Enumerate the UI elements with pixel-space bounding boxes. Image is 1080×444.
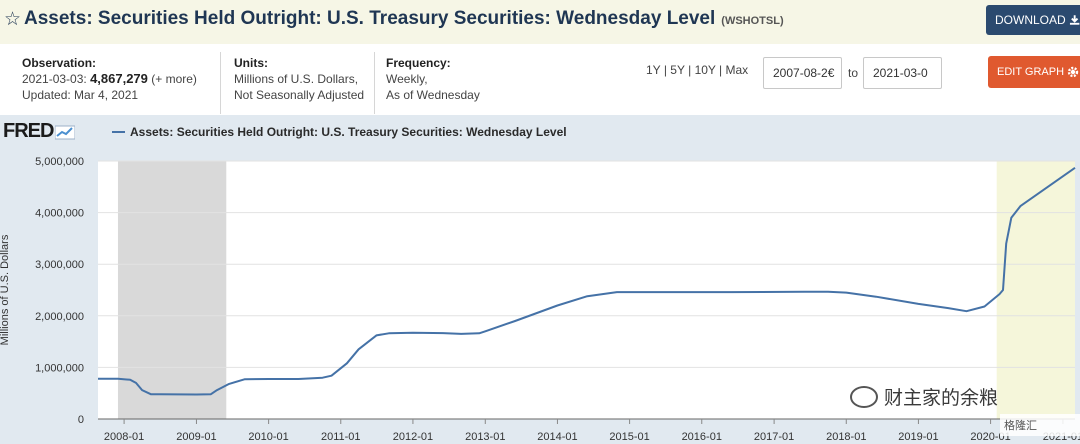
y-tick-label: 0	[78, 414, 84, 426]
observation-line: 2021-03-03: 4,867,279 (+ more)	[22, 71, 197, 87]
start-date-input[interactable]	[763, 57, 842, 89]
watermark: 财主家的余粮	[850, 383, 998, 410]
legend-swatch	[112, 131, 125, 133]
plot-background	[98, 161, 1075, 419]
observation-more-link[interactable]: (+ more)	[151, 72, 197, 86]
to-label: to	[848, 66, 859, 80]
frequency-label: Frequency:	[386, 56, 451, 70]
download-label: DOWNLOAD	[995, 13, 1066, 27]
observation-value: 4,867,279	[90, 71, 148, 86]
units-line2: Not Seasonally Adjusted	[234, 88, 365, 102]
fred-logo-text: FRED	[3, 120, 54, 142]
legend-label: Assets: Securities Held Outright: U.S. T…	[130, 125, 567, 139]
corner-logo-text: 格隆汇	[1004, 420, 1037, 432]
x-tick-label: 2016-01	[682, 431, 722, 443]
watermark-text: 财主家的余粮	[884, 388, 999, 409]
x-tick-label: 2010-01	[248, 431, 288, 443]
x-tick-label: 2019-01	[898, 431, 938, 443]
series-id: (WSHOTSL)	[721, 15, 784, 27]
range-10y[interactable]: 10Y	[694, 63, 716, 77]
observation-label: Observation:	[22, 56, 97, 70]
page-title: Assets: Securities Held Outright: U.S. T…	[24, 8, 784, 30]
download-icon	[1069, 15, 1080, 25]
range-max[interactable]: Max	[725, 63, 749, 77]
series-title: Assets: Securities Held Outright: U.S. T…	[24, 8, 716, 29]
frequency-line1: Weekly,	[386, 72, 428, 86]
x-tick-label: 2017-01	[754, 431, 794, 443]
gear-icon	[1067, 66, 1079, 78]
x-tick-label: 2013-01	[465, 431, 505, 443]
frequency-block: Frequency: Weekly, As of Wednesday	[386, 55, 480, 103]
range-separator: |	[719, 63, 723, 77]
observation-block: Observation: 2021-03-03: 4,867,279 (+ mo…	[22, 55, 197, 103]
corner-logo: 格隆汇	[1000, 414, 1080, 436]
range-5y[interactable]: 5Y	[670, 63, 685, 77]
y-tick-label: 4,000,000	[35, 208, 84, 220]
title-bar	[0, 0, 1080, 44]
download-button[interactable]: DOWNLOAD	[986, 5, 1080, 35]
x-tick-label: 2012-01	[393, 431, 433, 443]
range-separator: |	[663, 63, 667, 77]
x-tick-label: 2014-01	[537, 431, 577, 443]
units-block: Units: Millions of U.S. Dollars, Not Sea…	[234, 55, 364, 103]
units-label: Units:	[234, 56, 268, 70]
units-line1: Millions of U.S. Dollars,	[234, 72, 359, 86]
y-tick-label: 2,000,000	[35, 311, 84, 323]
fred-logo: FRED	[3, 120, 76, 143]
range-1y[interactable]: 1Y	[646, 63, 661, 77]
series-line	[98, 166, 1076, 396]
observation-date: 2021-03-03:	[22, 72, 87, 86]
x-tick-label: 2018-01	[826, 431, 866, 443]
x-tick-label: 2008-01	[104, 431, 144, 443]
legend: Assets: Securities Held Outright: U.S. T…	[112, 125, 567, 139]
star-icon[interactable]: ☆	[4, 9, 22, 30]
fred-chart-icon	[55, 125, 76, 139]
y-tick-label: 1,000,000	[35, 362, 84, 374]
x-tick-label: 2009-01	[176, 431, 216, 443]
x-tick-label: 2011-01	[321, 431, 361, 443]
wechat-icon	[850, 385, 878, 408]
end-date-input[interactable]	[863, 57, 942, 89]
updated-text: Updated: Mar 4, 2021	[22, 88, 139, 102]
y-tick-label: 5,000,000	[35, 156, 84, 168]
frequency-line2: As of Wednesday	[386, 88, 480, 102]
y-tick-label: 3,000,000	[35, 259, 84, 271]
divider	[374, 52, 375, 114]
edit-graph-label: EDIT GRAPH	[997, 66, 1065, 78]
range-separator: |	[688, 63, 692, 77]
range-links: 1Y | 5Y | 10Y | Max	[646, 63, 748, 77]
recession-band	[117, 161, 227, 419]
divider	[220, 52, 221, 114]
x-tick-label: 2015-01	[609, 431, 649, 443]
recession-band	[996, 161, 1075, 419]
edit-graph-button[interactable]: EDIT GRAPH	[988, 56, 1080, 88]
